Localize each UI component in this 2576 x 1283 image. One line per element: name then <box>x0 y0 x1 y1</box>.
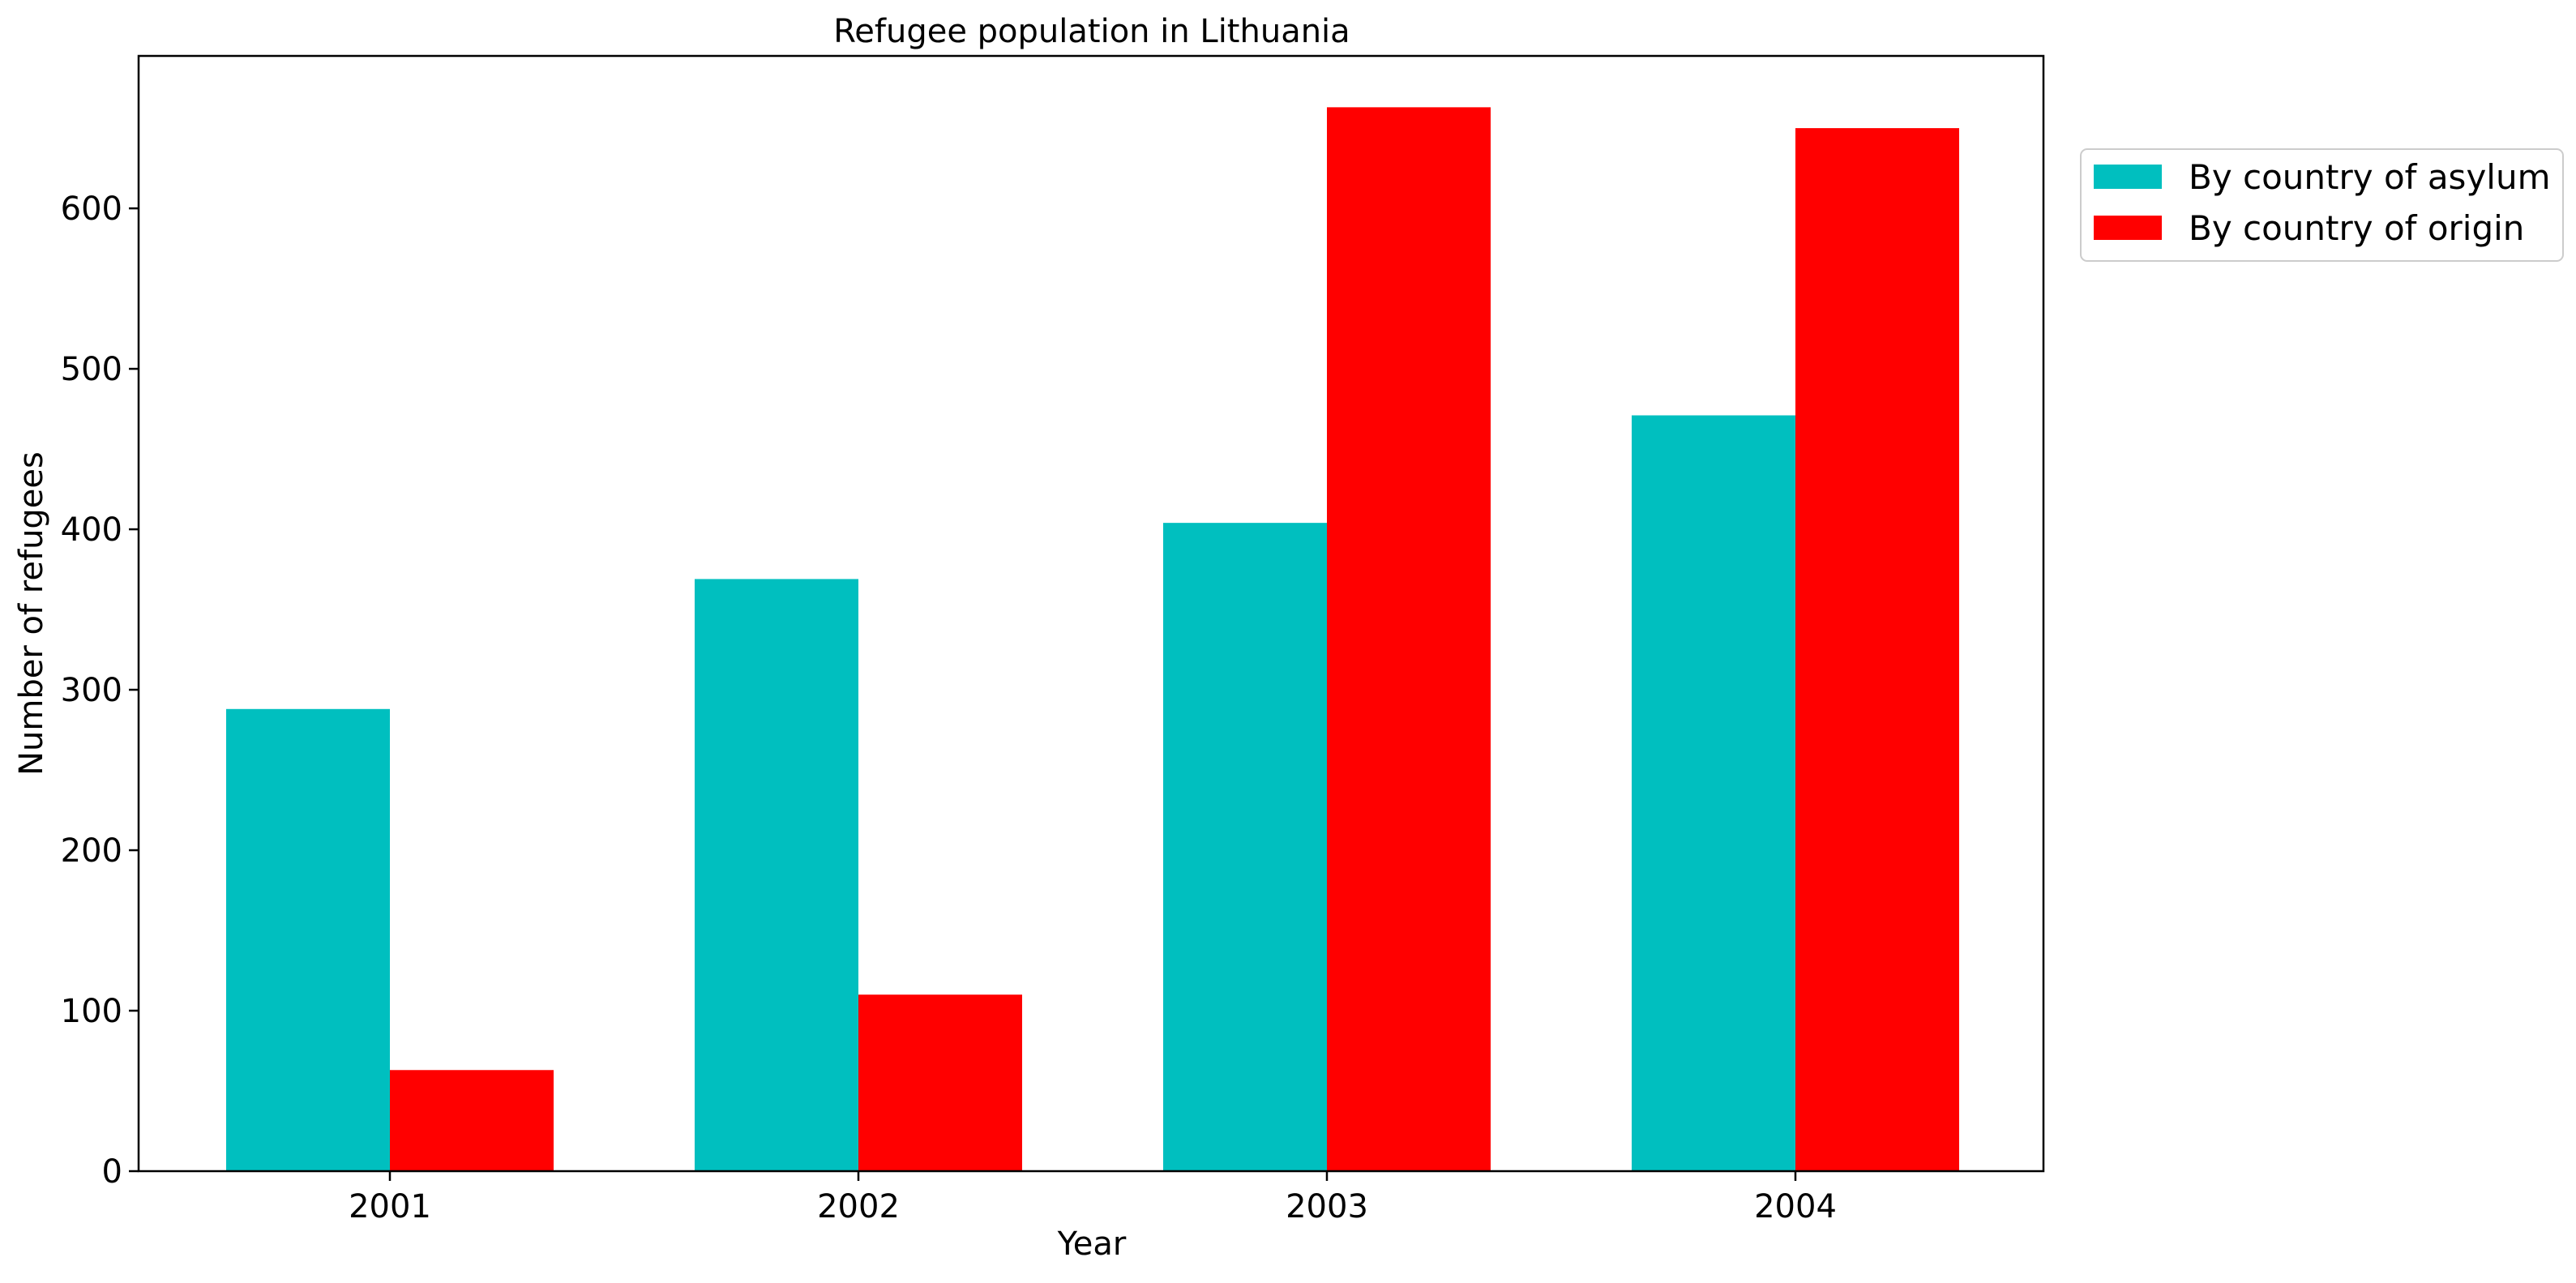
x-tick-label-2001: 2001 <box>349 1188 431 1225</box>
y-tick-label: 500 <box>61 351 122 388</box>
bar-asylum-2003 <box>1163 523 1327 1171</box>
y-tick-label: 200 <box>61 832 122 870</box>
x-axis-label: Year <box>1057 1225 1127 1263</box>
chart-title: Refugee population in Lithuania <box>833 13 1350 50</box>
bar-origin-2004 <box>1795 128 1959 1172</box>
y-axis-label: Number of refugees <box>13 451 50 776</box>
legend-swatch-origin <box>2094 216 2162 240</box>
axes-layer: 0 100 200 300 400 500 600 2001 2002 2003 2004 <box>61 54 2045 1225</box>
legend: By country of asylum By country of origin <box>2080 148 2564 262</box>
bar-origin-2001 <box>390 1070 554 1171</box>
y-tick-label: 0 <box>102 1153 122 1191</box>
bar-asylum-2004 <box>1632 415 1795 1171</box>
x-tick-label-2004: 2004 <box>1754 1188 1837 1225</box>
plot-frame <box>137 54 2045 1173</box>
bar-origin-2003 <box>1327 107 1491 1172</box>
y-tick-label: 100 <box>61 993 122 1030</box>
legend-frame <box>2080 148 2564 262</box>
bar-origin-2002 <box>858 994 1022 1171</box>
x-tick-label-2002: 2002 <box>817 1188 900 1225</box>
y-tick-label: 400 <box>61 511 122 549</box>
legend-label-asylum: By country of asylum <box>2189 157 2551 197</box>
bar-asylum-2002 <box>695 579 858 1171</box>
y-tick-label: 600 <box>61 190 122 228</box>
bars-layer <box>226 107 1959 1172</box>
bar-asylum-2001 <box>226 708 390 1171</box>
y-tick-label: 300 <box>61 672 122 709</box>
legend-label-origin: By country of origin <box>2189 208 2524 248</box>
x-tick-label-2003: 2003 <box>1286 1188 1368 1225</box>
legend-swatch-asylum <box>2094 165 2162 189</box>
